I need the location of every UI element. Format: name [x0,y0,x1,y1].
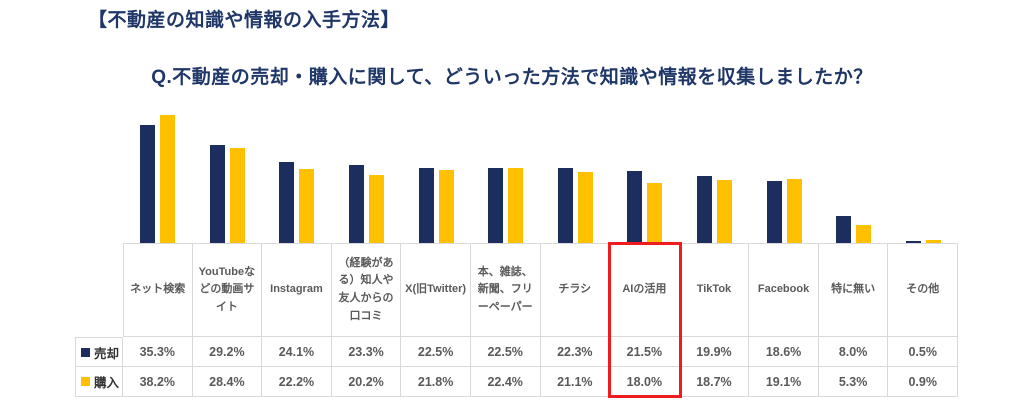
value-cell: 38.2% [123,367,193,397]
column-header: （経験がある）知人や友人からの口コミ [331,243,402,337]
legend-buy-row-label: 購入 [75,367,123,397]
buy-bar [786,179,802,243]
buy-bar [229,148,245,243]
chart-category-bars [401,108,471,243]
buy-bar [438,170,454,243]
sell-bar [140,125,156,243]
buy-swatch-icon [81,377,90,386]
value-cell: 21.5% [610,337,680,367]
sell-bar [279,162,295,243]
value-cell: 22.2% [262,367,332,397]
table-corner [75,243,123,337]
column-header: YouTubeなどの動画サイト [192,243,263,337]
sell-bar [696,176,712,243]
chart-category-bars [749,108,819,243]
buy-bar [508,168,524,243]
buy-bar [856,225,872,243]
sell-bar [209,145,225,243]
column-header: AIの活用 [610,243,680,337]
legend-sell-row-label: 売却 [75,337,123,367]
value-cell: 23.3% [331,337,402,367]
bar-chart [75,108,958,243]
value-cell: 18.6% [749,337,819,367]
buy-bar [299,169,315,243]
value-cell: 19.9% [679,337,750,367]
chart-and-table: ネット検索 YouTubeなどの動画サイト Instagram （経験がある）知人や友… [75,108,958,398]
sell-bar [627,171,643,243]
buy-bar [577,172,593,243]
data-table: ネット検索 YouTubeなどの動画サイト Instagram （経験がある）知人や友… [75,243,958,397]
chart-category-bars [888,108,958,243]
chart-category-bars [123,108,193,243]
column-header: その他 [888,243,958,337]
sell-bar [766,181,782,243]
value-cell: 22.4% [470,367,541,397]
column-header: チラシ [540,243,611,337]
value-cell: 22.5% [470,337,541,367]
chart-category-bars [610,108,680,243]
sell-bar [488,168,504,243]
column-header: ネット検索 [123,243,193,337]
buy-bar [369,175,385,243]
chart-category-bars [471,108,541,243]
value-cell: 21.1% [540,367,611,397]
sell-bar [557,168,573,243]
sell-bar [836,216,852,243]
chart-category-bars [680,108,750,243]
buy-bar [716,180,732,243]
value-cell: 28.4% [192,367,263,397]
value-cell: 19.1% [749,367,819,397]
value-cell: 24.1% [262,337,332,367]
chart-category-bars [262,108,332,243]
column-header: Facebook [749,243,819,337]
value-cell: 29.2% [192,337,263,367]
sell-bar [349,165,365,243]
value-cell: 21.8% [401,367,471,397]
value-cell: 35.3% [123,337,193,367]
chart-category-bars [541,108,611,243]
value-cell: 5.3% [818,367,889,397]
section-title: 【不動産の知識や情報の入手方法】 [88,10,401,31]
buy-bar [160,115,176,243]
value-cell: 20.2% [331,367,402,397]
value-cell: 18.7% [679,367,750,397]
column-header: X(旧Twitter) [401,243,471,337]
sell-bar [418,168,434,243]
value-cell: 22.5% [401,337,471,367]
value-cell: 8.0% [818,337,889,367]
column-header: TikTok [679,243,750,337]
value-cell: 18.0% [610,367,680,397]
series-name: 購入 [94,376,120,390]
column-header: Instagram [262,243,332,337]
chart-category-bars [193,108,263,243]
buy-bar [647,183,663,243]
column-header: 特に無い [818,243,889,337]
value-cell: 0.5% [888,337,958,367]
value-cell: 22.3% [540,337,611,367]
sell-swatch-icon [81,347,90,357]
column-header: 本、雑誌、新聞、フリーペーパー [470,243,541,337]
sell-bar [905,241,921,243]
value-cell: 0.9% [888,367,958,397]
chart-question: Q.不動産の売却・購入に関して、どういった方法で知識や情報を収集しましたか？ [151,67,873,88]
chart-category-bars [332,108,402,243]
buy-bar [925,240,941,243]
series-name: 売却 [94,346,120,361]
chart-category-bars [819,108,889,243]
